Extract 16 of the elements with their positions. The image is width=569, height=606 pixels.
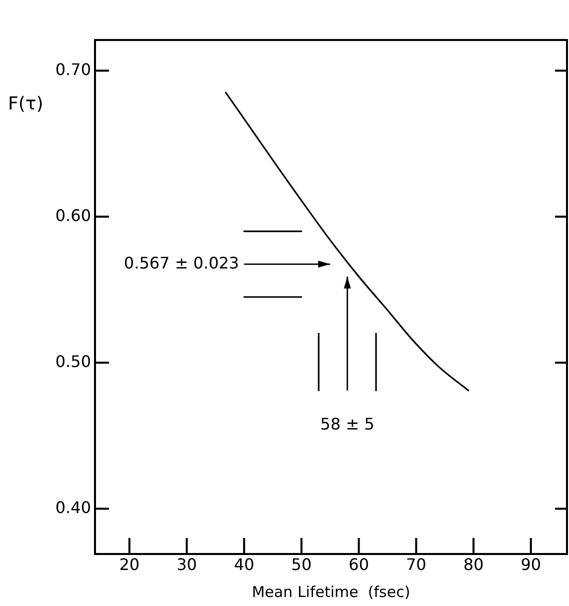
y-tick-label: 0.40 [55,498,91,517]
x-tick-label: 20 [119,554,140,574]
annotation: 58 ± 5 [320,414,374,434]
x-tick-label: 50 [291,554,312,574]
x-tick-label: 80 [463,554,484,574]
y-tick-label: 0.50 [55,352,91,371]
x-tick-label: 70 [406,554,426,574]
y-tick-label: 0.60 [55,206,91,225]
x-tick-label: 30 [176,554,197,574]
x-axis-title: Mean Lifetime (fsec) [252,582,410,601]
y-axis-title: F(τ) [8,93,44,114]
x-tick-label: 40 [234,554,254,574]
x-tick-label: 60 [348,554,369,574]
x-tick-label: 90 [520,554,542,574]
y-tick-label: 0.70 [55,60,91,79]
annotation: 0.567 ± 0.023 [124,253,240,272]
